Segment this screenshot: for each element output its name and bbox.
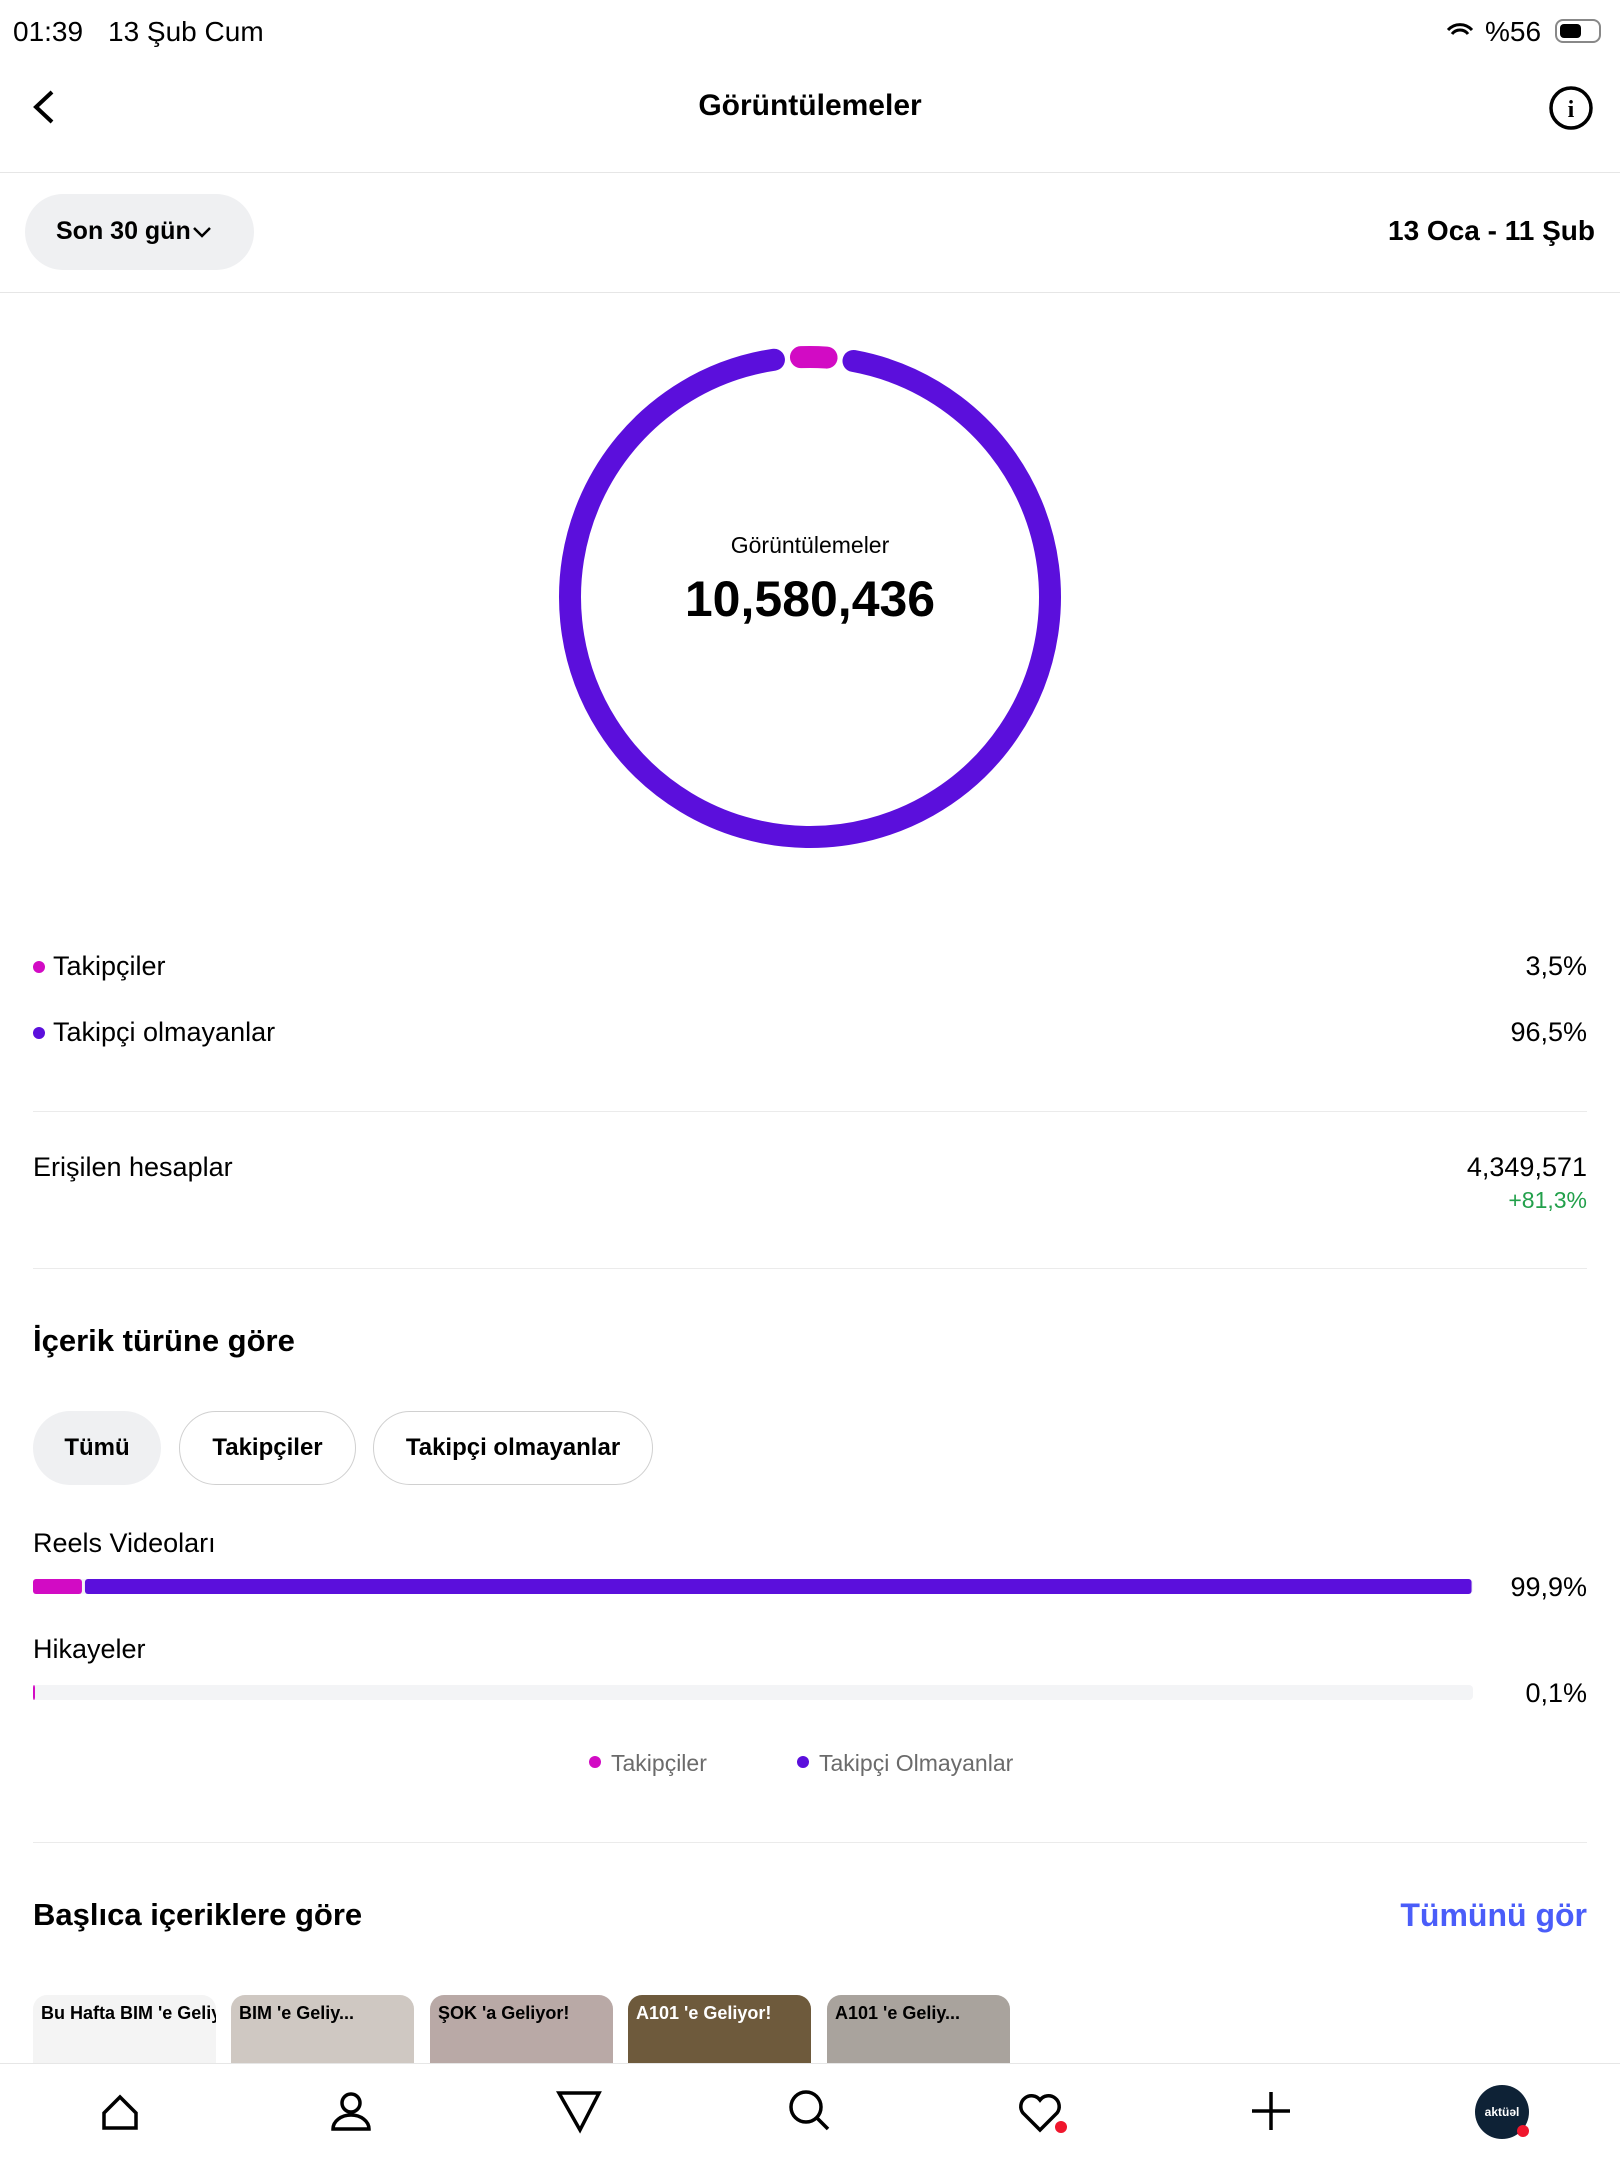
- bar-segment: [33, 1685, 35, 1700]
- section-title: Başlıca içeriklere göre: [33, 1897, 363, 1932]
- thumbnail[interactable]: A101 'e Geliyor!: [628, 1995, 811, 2063]
- donut-label: Görüntülemeler: [730, 532, 890, 558]
- divider: [33, 1842, 1587, 1843]
- legend-dot: [33, 1027, 45, 1039]
- see-all[interactable]: Tümünü gör: [1400, 1897, 1587, 1933]
- period-label: Son 30 gün: [56, 217, 191, 245]
- thumbnail[interactable]: Bu Hafta BIM 'e Geliy...: [33, 1995, 216, 2063]
- status-date: 13 Şub Cum: [108, 16, 264, 47]
- bottom-nav: [0, 2063, 1620, 2161]
- tab[interactable]: Takipçiler: [179, 1411, 356, 1485]
- legend-value: 3,5%: [1525, 951, 1587, 981]
- tab[interactable]: Takipçi olmayanlar: [373, 1411, 653, 1485]
- battery-level: [1560, 24, 1581, 38]
- reach-change: +81,3%: [1508, 1187, 1587, 1213]
- divider: [33, 1111, 1587, 1112]
- bar-total: 0,1%: [1525, 1678, 1587, 1708]
- legend-dot: [33, 961, 45, 973]
- profile-avatar[interactable]: aktüəl: [1475, 2085, 1529, 2139]
- legend-label: Takipçiler: [53, 951, 166, 981]
- thumbnail[interactable]: BIM 'e Geliy...: [231, 1995, 414, 2063]
- legend-label: Takipçi olmayanlar: [53, 1017, 276, 1047]
- bar-track: [33, 1579, 1473, 1594]
- period-dropdown[interactable]: [25, 194, 254, 270]
- bar-total: 99,9%: [1510, 1572, 1587, 1602]
- bar-category: Hikayeler: [33, 1634, 146, 1664]
- date-range: 13 Oca - 11 Şub: [1388, 215, 1595, 246]
- bar-track: [33, 1685, 1473, 1700]
- donut-total: 10,580,436: [684, 571, 936, 627]
- reach-label: Erişilen hesaplar: [33, 1152, 233, 1182]
- section-title: İçerik türüne göre: [33, 1323, 295, 1358]
- legend-label: Takipçi Olmayanlar: [819, 1750, 1014, 1776]
- legend-value: 96,5%: [1510, 1017, 1587, 1047]
- divider: [0, 292, 1620, 293]
- legend-dot: [797, 1756, 809, 1768]
- divider: [0, 172, 1620, 173]
- bar-category: Reels Videoları: [33, 1528, 216, 1558]
- battery-icon: [1555, 19, 1601, 43]
- thumbnail[interactable]: ŞOK 'a Geliyor!: [430, 1995, 613, 2063]
- bar-segment: [33, 1579, 82, 1594]
- bar-segment: [84, 1579, 1472, 1594]
- header-title: Görüntülemeler: [698, 89, 922, 122]
- reach-value: 4,349,571: [1466, 1152, 1587, 1182]
- tab[interactable]: Tümü: [33, 1411, 161, 1485]
- battery: %56: [1485, 16, 1542, 47]
- thumbnail[interactable]: A101 'e Geliy...: [827, 1995, 1010, 2063]
- wifi-icon: [1446, 23, 1474, 36]
- legend-dot: [589, 1756, 601, 1768]
- status-time: 01:39: [13, 16, 84, 47]
- legend-label: Takipçiler: [611, 1750, 707, 1776]
- divider: [33, 1268, 1587, 1269]
- donut-segment: [789, 346, 838, 369]
